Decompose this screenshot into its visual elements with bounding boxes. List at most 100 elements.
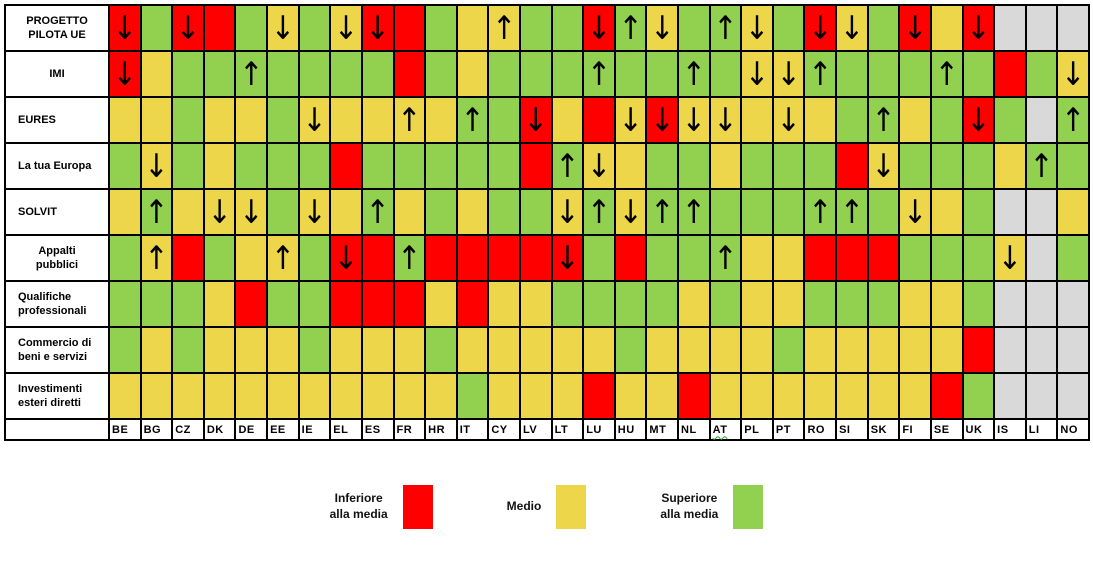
trend-up-arrow: ↑	[1029, 146, 1054, 185]
trend-up-arrow: ↑	[713, 238, 738, 277]
legend-swatch-inferiore	[402, 485, 433, 529]
grid-cell	[204, 328, 237, 374]
grid-cell	[868, 52, 901, 98]
trend-down-arrow: ↓	[650, 8, 675, 47]
grid-cell	[805, 144, 838, 190]
grid-cell	[520, 6, 553, 52]
grid-cell	[584, 328, 616, 374]
trend-down-arrow: ↓	[270, 8, 296, 47]
grid-cell	[647, 282, 680, 328]
matrix-table: PROGETTO PILOTA UE ↓ ↓ ↓ ↓ ↓ ↑ ↓ ↑ ↓ ↑ ↓ ↓ ↓ ↓ ↓ IMI ↓ ↑ ↑ ↑…	[4, 4, 1090, 441]
column-header-li: LI	[1026, 420, 1059, 441]
column-header-cz: CZ	[173, 420, 205, 441]
grid-cell	[615, 144, 648, 190]
trend-up-arrow: ↑	[681, 54, 706, 93]
grid-cell	[268, 282, 300, 328]
grid-cell	[362, 282, 395, 328]
grid-cell	[679, 374, 711, 420]
trend-down-arrow: ↓	[871, 146, 896, 185]
grid-cell	[236, 236, 269, 282]
grid-cell	[141, 52, 174, 98]
grid-cell	[204, 282, 237, 328]
grid-cell	[426, 190, 458, 236]
trend-down-arrow: ↓	[112, 8, 137, 47]
column-header-nl: NL	[679, 420, 711, 441]
grid-cell	[679, 144, 711, 190]
column-header-pl: PL	[742, 420, 774, 441]
grid-cell	[679, 328, 711, 374]
column-code: DE	[238, 423, 255, 436]
grid-cell	[1058, 144, 1090, 190]
grid-cell: ↑	[710, 236, 743, 282]
grid-cell	[773, 374, 806, 420]
grid-cell	[773, 190, 806, 236]
grid-cell	[710, 144, 743, 190]
grid-cell: ↑	[1026, 144, 1059, 190]
trend-up-arrow: ↑	[586, 54, 612, 93]
grid-cell	[268, 374, 300, 420]
trend-down-arrow: ↓	[586, 8, 612, 47]
legend-swatch-superiore	[733, 485, 764, 529]
grid-cell	[236, 6, 269, 52]
grid-cell	[900, 374, 932, 420]
column-code: PT	[775, 423, 791, 436]
grid-cell	[1026, 236, 1059, 282]
grid-cell	[552, 374, 585, 420]
grid-cell: ↓	[963, 98, 996, 144]
grid-cell	[489, 52, 521, 98]
grid-cell: ↑	[394, 98, 427, 144]
grid-cell	[584, 236, 616, 282]
trend-down-arrow: ↓	[302, 100, 327, 139]
grid-cell	[331, 98, 363, 144]
grid-cell	[489, 190, 521, 236]
grid-cell	[141, 6, 174, 52]
grid-cell	[489, 98, 521, 144]
corner-cell	[6, 420, 110, 441]
column-header-mt: MT	[647, 420, 680, 441]
column-header-hr: HR	[426, 420, 458, 441]
grid-cell	[963, 374, 996, 420]
row-label: Qualifiche professionali	[6, 282, 110, 328]
trend-down-arrow: ↓	[144, 146, 169, 185]
grid-cell: ↓	[773, 98, 806, 144]
grid-cell: ↑	[805, 52, 838, 98]
grid-cell: ↓	[299, 98, 332, 144]
grid-cell	[647, 144, 680, 190]
column-header-se: SE	[931, 420, 964, 441]
grid-cell: ↑	[489, 6, 521, 52]
column-code: IE	[301, 423, 314, 436]
trend-down-arrow: ↓	[365, 8, 390, 47]
grid-cell	[710, 190, 743, 236]
trend-down-arrow: ↓	[555, 192, 580, 231]
grid-cell	[931, 6, 964, 52]
grid-cell	[457, 236, 490, 282]
grid-cell	[995, 190, 1027, 236]
column-header-lv: LV	[520, 420, 553, 441]
grid-cell	[805, 98, 838, 144]
legend-item-medio: Medio	[507, 485, 587, 529]
grid-cell	[426, 6, 458, 52]
grid-cell	[1058, 190, 1090, 236]
trend-down-arrow: ↓	[618, 100, 643, 139]
trend-down-arrow: ↓	[902, 192, 928, 231]
grid-cell	[457, 282, 490, 328]
grid-cell	[773, 282, 806, 328]
trend-up-arrow: ↑	[618, 8, 643, 47]
grid-cell	[331, 282, 363, 328]
grid-cell: ↑	[679, 190, 711, 236]
grid-cell	[837, 52, 869, 98]
grid-cell	[900, 328, 932, 374]
grid-cell	[1026, 282, 1059, 328]
grid-cell	[615, 52, 648, 98]
row-label: IMI	[6, 52, 110, 98]
row-label: EURES	[6, 98, 110, 144]
grid-cell	[584, 374, 616, 420]
grid-cell: ↓	[805, 6, 838, 52]
grid-cell	[236, 328, 269, 374]
grid-cell: ↑	[236, 52, 269, 98]
grid-cell	[837, 282, 869, 328]
trend-down-arrow: ↓	[333, 8, 359, 47]
grid-cell	[204, 98, 237, 144]
grid-cell	[362, 98, 395, 144]
grid-cell	[900, 282, 932, 328]
